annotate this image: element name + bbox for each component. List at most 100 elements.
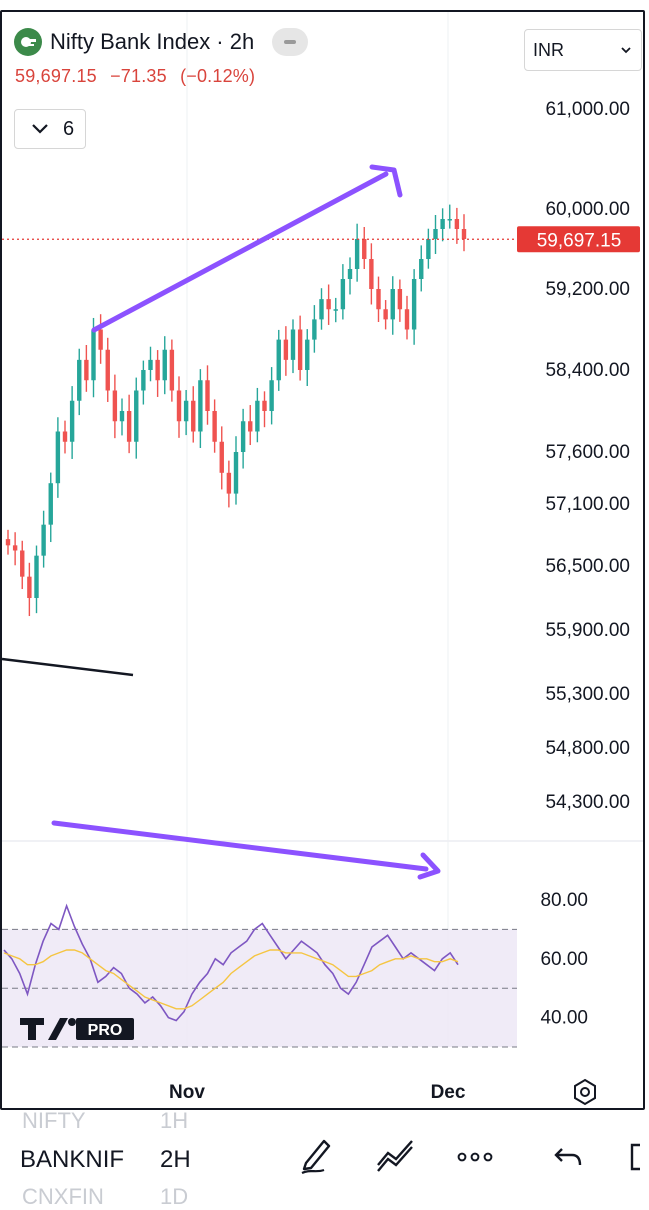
settings-icon[interactable] — [574, 1078, 596, 1106]
candle-body — [290, 329, 296, 360]
candle-body — [433, 229, 438, 239]
candle-body — [91, 329, 96, 381]
candle-body — [162, 349, 167, 381]
candle-body — [176, 390, 182, 422]
candle-body — [312, 319, 317, 340]
candle-body — [134, 390, 139, 442]
chart-canvas[interactable]: 61,000.00 60,000.00 59,200.00 58,400.00 57,6… — [2, 12, 645, 1110]
candle-body — [248, 421, 253, 432]
tradingview-logo: PRO — [20, 1018, 134, 1040]
current-price-tag — [517, 226, 640, 253]
price-axis-label: 56,500.00 — [545, 556, 630, 577]
logo-slash — [48, 1018, 68, 1040]
time-axis-label: Nov — [169, 1082, 205, 1103]
symbol-item-cnxfin[interactable]: CNXFIN — [22, 1184, 104, 1209]
chevron-down-icon — [32, 124, 48, 134]
candle-body — [126, 411, 132, 442]
current-price-label: 59,697.15 — [537, 230, 622, 251]
rsi-axis-label: 80.00 — [540, 890, 588, 911]
candle-body — [390, 289, 395, 320]
candle-body — [212, 411, 217, 442]
candle-body — [440, 219, 445, 229]
interval-item-1h[interactable]: 1H — [160, 1108, 189, 1133]
price-axis-label: 55,900.00 — [545, 620, 630, 641]
logo-dot — [68, 1018, 76, 1026]
candle-body — [77, 359, 82, 401]
collapse-legend-button[interactable] — [272, 28, 309, 56]
candle-body — [340, 279, 346, 310]
trend-icon[interactable] — [374, 1135, 418, 1175]
time-axis-label: Dec — [431, 1082, 466, 1103]
indicators-count: 6 — [63, 117, 75, 140]
logo-stem — [28, 1018, 36, 1040]
candle-body — [205, 380, 210, 411]
rsi-ma-line — [3, 949, 459, 1010]
undo-icon[interactable] — [552, 1135, 588, 1175]
candle-body — [226, 472, 232, 494]
hexagon — [574, 1078, 596, 1106]
candle-body — [305, 339, 310, 370]
price-axis-label: 57,100.00 — [545, 494, 630, 515]
candle-body — [419, 259, 424, 279]
price-change-pct: (−0.12%) — [180, 66, 256, 86]
currency-select[interactable]: INR — [524, 29, 642, 71]
price-axis-label: 54,800.00 — [545, 738, 630, 759]
rsi-axis-label: 60.00 — [540, 949, 588, 970]
symbol-item-nifty[interactable]: NIFTY — [22, 1108, 86, 1133]
candle-body — [255, 400, 260, 432]
candle-body — [376, 289, 381, 310]
candle-body — [354, 239, 360, 269]
candle-body — [12, 545, 18, 551]
arrow-head-icon — [417, 852, 441, 880]
candle-body — [369, 259, 374, 289]
candle-body — [183, 400, 189, 422]
redo-icon[interactable] — [628, 1135, 649, 1175]
candle-body — [404, 309, 410, 330]
candle-body — [191, 400, 196, 432]
price-axis-label: 61,000.00 — [545, 99, 630, 120]
candle-body — [383, 309, 388, 320]
candle-body — [105, 349, 110, 391]
candle-body — [333, 309, 338, 311]
price-axis-label: 55,300.00 — [545, 684, 630, 705]
price-axis-label: 54,300.00 — [545, 792, 630, 813]
candle-body — [62, 431, 68, 442]
rsi-line — [3, 903, 459, 1022]
candle-body — [447, 219, 452, 221]
symbol-header[interactable]: Nifty Bank Index · 2h — [14, 28, 309, 56]
candle-body — [27, 576, 32, 598]
price-axis-label: 59,200.00 — [545, 279, 630, 300]
candle-body — [169, 349, 175, 391]
candle-body — [34, 555, 39, 598]
candle-body — [41, 524, 46, 556]
candle-body — [55, 431, 61, 484]
interval-item-1d[interactable]: 1D — [160, 1184, 189, 1209]
candle-body — [148, 359, 153, 370]
hexagon-center — [580, 1087, 590, 1097]
candle-body — [5, 539, 11, 546]
candle-body — [198, 380, 203, 432]
trend-arrow-up — [91, 171, 389, 333]
more-icon[interactable] — [456, 1135, 496, 1175]
currency-value: INR — [533, 39, 564, 60]
draw-icon[interactable] — [298, 1135, 334, 1175]
candle-body — [326, 299, 331, 310]
candle-body — [20, 550, 25, 577]
minus-icon — [284, 40, 297, 44]
candle-body — [461, 229, 467, 239]
arrow-head-icon — [369, 164, 403, 198]
pro-badge — [76, 1018, 134, 1040]
candle-body — [48, 483, 53, 525]
interval-item-2h[interactable]: 2H — [160, 1146, 191, 1173]
symbol-item-banknifty[interactable]: BANKNIF — [20, 1146, 125, 1173]
indicators-toggle-button[interactable]: 6 — [14, 109, 86, 149]
rsi-axis-label: 40.00 — [540, 1008, 588, 1029]
chart-window: 61,000.00 60,000.00 59,200.00 58,400.00 57,6… — [0, 10, 645, 1110]
candle-body — [426, 239, 431, 259]
price-change: −71.35 — [110, 66, 167, 86]
price-axis-label: 60,000.00 — [545, 199, 630, 220]
candles-group — [5, 204, 467, 617]
candle-body — [362, 239, 367, 259]
candle-body — [155, 359, 160, 381]
candle-body — [240, 421, 246, 452]
